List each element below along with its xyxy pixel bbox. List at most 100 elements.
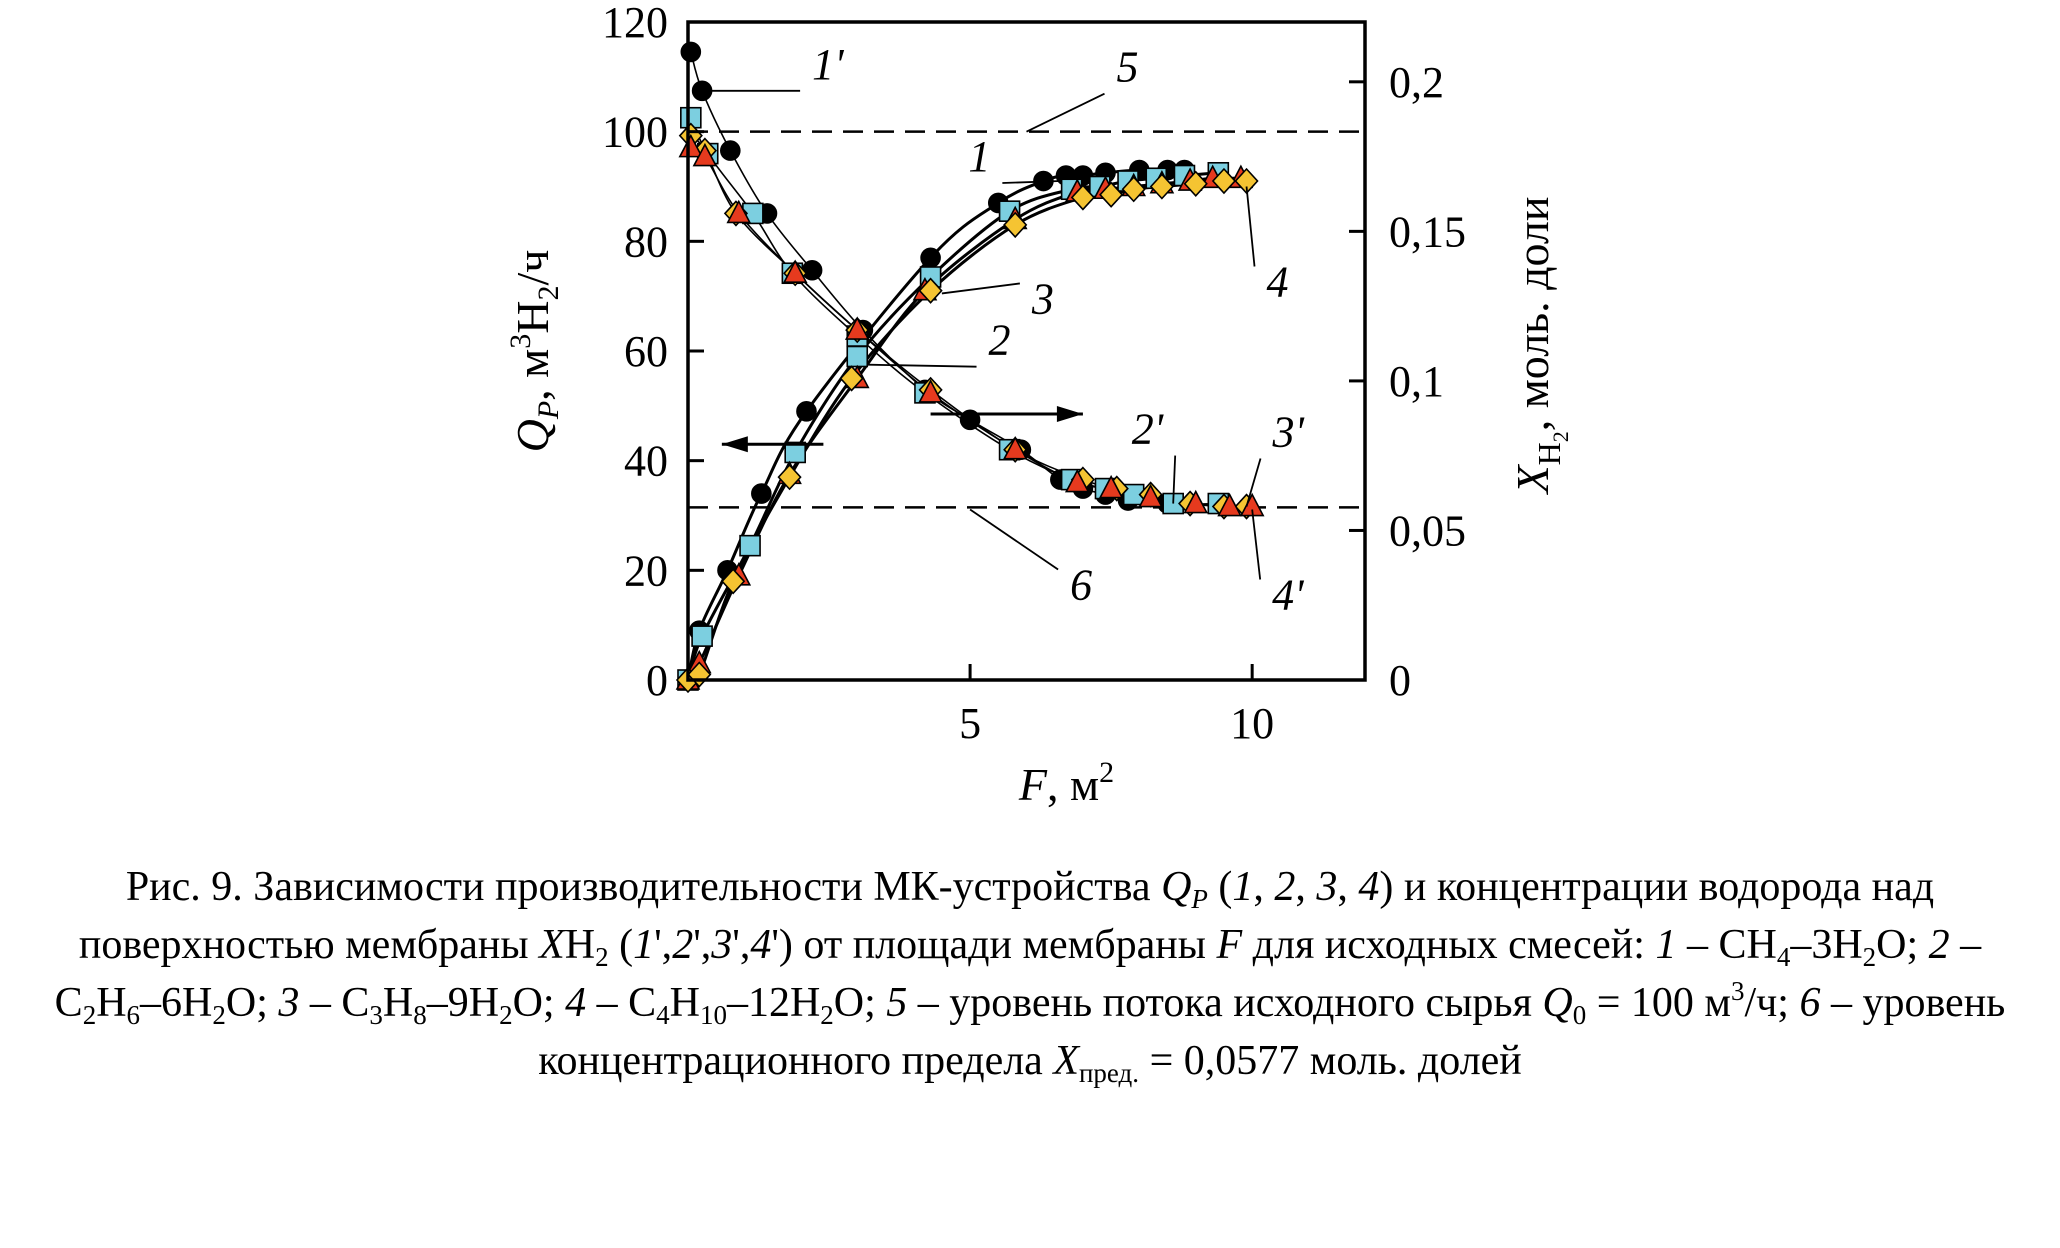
caption-subscript: 2 — [212, 1000, 226, 1030]
annotation-leader-6 — [969, 508, 1059, 571]
plot-frame — [686, 20, 1367, 682]
y-left-tick-label: 20 — [624, 546, 668, 595]
marker-series-4' — [844, 316, 870, 340]
caption-italic: 3 — [1316, 864, 1338, 910]
caption-subscript: пред. — [1078, 1058, 1140, 1088]
series-line-1 — [686, 168, 1185, 681]
marker-series-4 — [839, 365, 864, 392]
marker-series-4' — [692, 142, 718, 167]
caption-text: ', — [654, 922, 673, 968]
marker-series-1' — [680, 41, 702, 63]
annotation-label-3': 3' — [1272, 408, 1306, 457]
marker-series-4 — [777, 463, 802, 491]
marker-series-1' — [720, 140, 741, 161]
caption-text: ', — [732, 922, 751, 968]
annotation-leader-4' — [1251, 509, 1262, 580]
caption-text: H — [382, 980, 414, 1026]
caption-italic: 4 — [565, 980, 587, 1026]
caption-subscript: 4 — [656, 1000, 670, 1030]
y-left-tick-label: 120 — [602, 0, 668, 47]
annotation-label-2': 2' — [1132, 405, 1165, 454]
y-left-tick-label: 0 — [646, 656, 668, 705]
caption-text: H — [96, 980, 127, 1026]
x-axis-label: F, м2 — [1018, 756, 1114, 810]
marker-series-4 — [1070, 184, 1096, 211]
marker-series-4 — [918, 277, 943, 304]
y-left-tick-label: 80 — [624, 217, 668, 266]
annotation-label-5: 5 — [1117, 43, 1139, 92]
x-tick-label: 10 — [1230, 699, 1274, 748]
marker-series-4' — [1183, 489, 1209, 514]
annotation-label-2: 2 — [989, 316, 1011, 365]
marker-series-1' — [801, 259, 823, 281]
caption-subscript: 2 — [1862, 942, 1877, 972]
caption-subscript: 2 — [820, 1000, 834, 1030]
caption-text: –3H — [1790, 922, 1863, 968]
marker-series-4 — [1183, 170, 1208, 197]
marker-series-2 — [739, 534, 761, 557]
marker-series-1 — [751, 483, 772, 504]
caption-text: H — [564, 922, 596, 968]
caption-italic: X — [539, 922, 565, 968]
caption-subscript: 4 — [1776, 942, 1791, 972]
caption-text: – C — [54, 922, 1982, 1026]
y-left-tick-label: 40 — [624, 437, 668, 486]
caption-text: , — [1253, 864, 1275, 910]
marker-series-4' — [782, 259, 808, 284]
marker-series-4 — [1003, 211, 1028, 239]
marker-series-4 — [1099, 181, 1124, 208]
caption-subscript: 2 — [595, 942, 609, 972]
caption-text: ( — [1207, 864, 1233, 910]
y-right-axis-label: XH2, моль. доли — [1507, 196, 1573, 495]
caption-italic: Q — [1542, 980, 1573, 1026]
caption-subscript: 2 — [82, 1000, 97, 1030]
annotation-leader-2 — [868, 363, 977, 368]
annotations: 1' 1 5 4 32 2' 3' 4' 6 — [702, 40, 1306, 620]
annotation-label-4: 4 — [1267, 258, 1289, 307]
caption-subscript: 2 — [499, 1000, 513, 1030]
caption-text: ', — [693, 922, 712, 968]
marker-series-4' — [726, 199, 752, 224]
caption-subscript: 8 — [413, 1000, 427, 1030]
marker-series-4 — [1121, 176, 1146, 203]
annotation-label-6: 6 — [1070, 561, 1092, 610]
y-left-tick-label: 100 — [602, 108, 668, 157]
y-right-tick-label: 0,15 — [1389, 207, 1466, 256]
caption-text: – уровень концентрационного предела — [538, 980, 2006, 1084]
marker-series-4' — [1098, 474, 1124, 499]
annotation-label-1: 1 — [968, 132, 990, 181]
caption-italic: 3 — [711, 922, 733, 968]
caption-italic: 6 — [1799, 980, 1821, 1026]
caption-italic: 2 — [672, 922, 694, 968]
annotation-leader-1 — [1002, 180, 1061, 184]
caption-italic: Q — [1161, 864, 1192, 910]
caption-text: – уровень потока исходного сырья — [907, 980, 1543, 1026]
caption-italic: 1 — [633, 922, 655, 968]
marker-series-2 — [846, 345, 869, 368]
annotation-label-3: 3 — [1031, 274, 1054, 323]
marker-series-1 — [796, 401, 817, 422]
caption-italic: 4 — [1358, 864, 1380, 910]
marker-series-2 — [691, 625, 713, 647]
caption-text: –12H — [726, 980, 821, 1026]
arrow-head-left — [721, 436, 748, 453]
marker-series-4 — [1211, 167, 1237, 195]
caption-text: O; — [833, 980, 887, 1026]
caption-text: = 0,0577 моль. долей — [1139, 1038, 1522, 1084]
caption-text: для исходных смесей: — [1242, 922, 1656, 968]
marker-series-4' — [1002, 435, 1028, 460]
caption-italic: 1 — [1232, 864, 1254, 910]
caption-italic: 5 — [886, 980, 908, 1026]
marker-series-4' — [918, 379, 943, 403]
marker-series-4' — [1138, 483, 1163, 508]
caption-text: – C — [299, 980, 370, 1026]
data-markers — [675, 41, 1265, 694]
caption-italic: X — [1053, 1038, 1079, 1084]
annotation-leader-2' — [1172, 455, 1177, 504]
annotation-leader-5 — [1026, 92, 1105, 133]
caption-text: – CH — [1676, 922, 1777, 968]
caption-text: ') от площади мембраны — [771, 922, 1217, 968]
caption-text: ( — [608, 922, 634, 968]
caption-italic: 2 — [1928, 922, 1950, 968]
annotation-label-1': 1' — [812, 40, 845, 89]
